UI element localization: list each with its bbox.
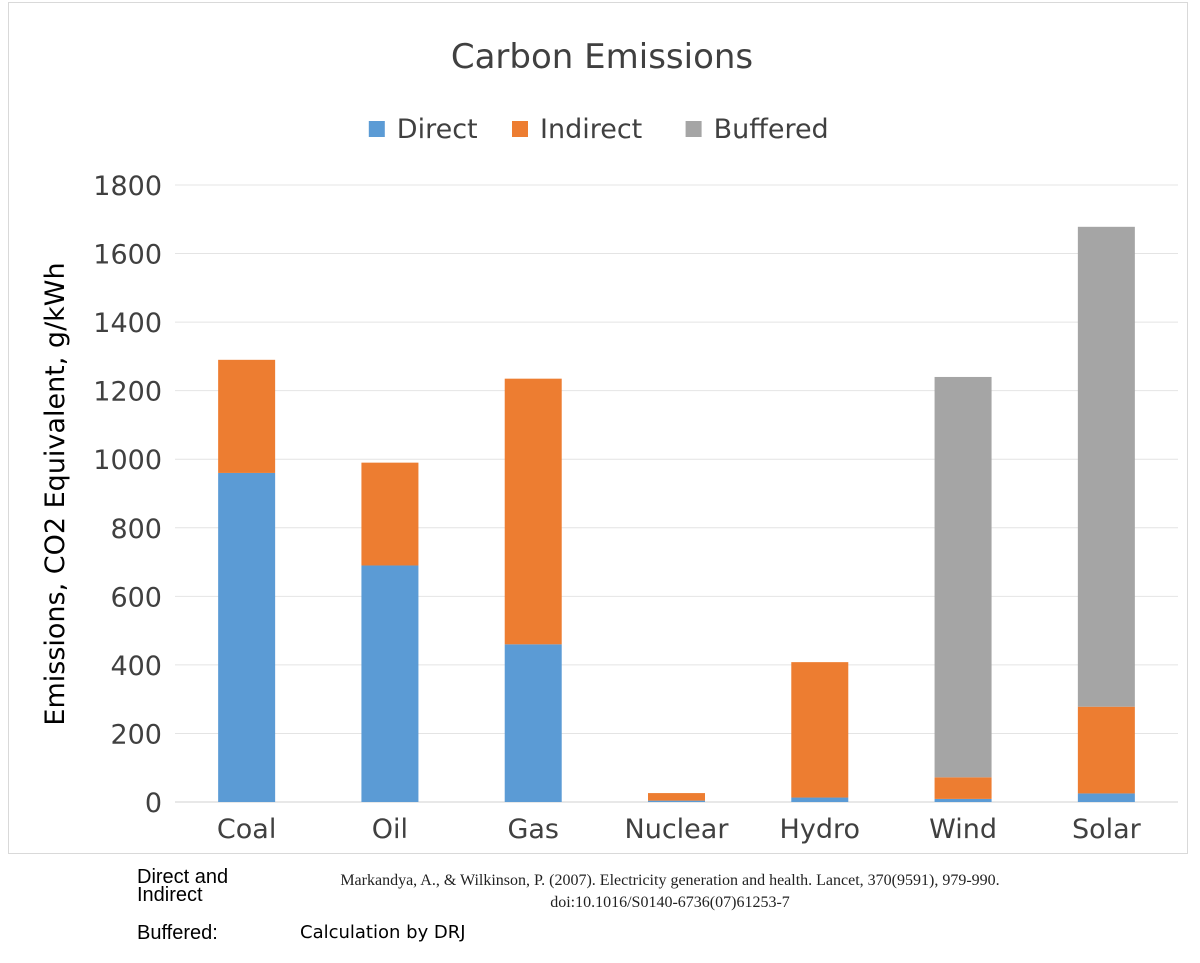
bar-coal-direct <box>218 472 276 802</box>
y-tick-label: 0 <box>145 788 162 819</box>
bar-oil-indirect <box>361 462 419 566</box>
x-axis-ticks: Coal Oil Gas Nuclear Hydro Wind Solar <box>217 814 1142 845</box>
legend-swatch-direct <box>368 121 385 137</box>
bar-solar-buffered <box>1077 226 1135 707</box>
x-tick-label: Oil <box>372 814 408 845</box>
bar-solar-indirect <box>1077 706 1135 794</box>
buffered-note: Calculation by DRJ <box>300 922 466 943</box>
bar-wind-indirect <box>934 777 992 799</box>
bar-coal-indirect <box>218 359 276 473</box>
buffered-label-colon: : <box>212 922 218 944</box>
legend-label-indirect: Indirect <box>540 114 642 145</box>
y-tick-label: 1000 <box>93 445 162 476</box>
bar-gas-direct <box>504 644 562 802</box>
y-tick-label: 600 <box>110 582 162 613</box>
stacked-bar-chart: Carbon Emissions Direct Indirect Buffered … <box>40 37 1178 845</box>
buffered-label-text: Buffered <box>137 922 213 944</box>
bar-gas-indirect <box>504 378 562 645</box>
legend: Direct Indirect Buffered <box>368 114 829 145</box>
y-axis-ticks: 0 200 400 600 800 1000 1200 1400 1600 1800 <box>93 171 162 819</box>
bars <box>218 226 1135 802</box>
bar-wind-buffered <box>934 376 992 778</box>
citation: Markandya, A., & Wilkinson, P. (2007). E… <box>250 870 1090 914</box>
bar-nuclear-direct <box>648 800 705 802</box>
chart-title: Carbon Emissions <box>451 37 753 77</box>
y-tick-label: 1800 <box>93 171 162 202</box>
bar-hydro-indirect <box>791 662 849 798</box>
bar-wind-direct <box>934 798 992 802</box>
legend-label-direct: Direct <box>397 114 478 145</box>
direct-indirect-label-line2: Indirect <box>137 884 203 906</box>
x-tick-label: Coal <box>217 814 276 845</box>
x-tick-label: Nuclear <box>625 814 730 845</box>
x-tick-label: Solar <box>1072 814 1142 845</box>
y-axis-label: Emissions, CO2 Equivalent, g/kWh <box>40 262 71 725</box>
direct-indirect-label: Direct and Indirect <box>137 866 229 906</box>
bar-hydro-direct <box>791 797 849 802</box>
gridlines <box>175 184 1178 803</box>
bar-oil-direct <box>361 565 419 802</box>
direct-indirect-label-line1: Direct and <box>137 866 229 888</box>
y-tick-label: 1400 <box>93 308 162 339</box>
x-tick-label: Wind <box>929 814 997 845</box>
y-tick-label: 1600 <box>93 240 162 271</box>
legend-label-buffered: Buffered <box>714 114 829 145</box>
x-tick-label: Hydro <box>780 814 860 845</box>
citation-line1: Markandya, A., & Wilkinson, P. (2007). E… <box>340 872 1000 889</box>
legend-swatch-indirect <box>512 121 528 137</box>
buffered-label: Buffered: <box>137 922 218 944</box>
y-tick-label: 800 <box>110 514 162 545</box>
y-tick-label: 200 <box>110 719 162 750</box>
bar-nuclear-indirect <box>648 793 705 801</box>
y-tick-label: 1200 <box>93 377 162 408</box>
legend-swatch-buffered <box>685 121 702 137</box>
x-tick-label: Gas <box>507 814 559 845</box>
y-tick-label: 400 <box>110 651 162 682</box>
bar-solar-direct <box>1077 793 1135 802</box>
citation-line2: doi:10.1016/S0140-6736(07)61253-7 <box>550 894 790 911</box>
